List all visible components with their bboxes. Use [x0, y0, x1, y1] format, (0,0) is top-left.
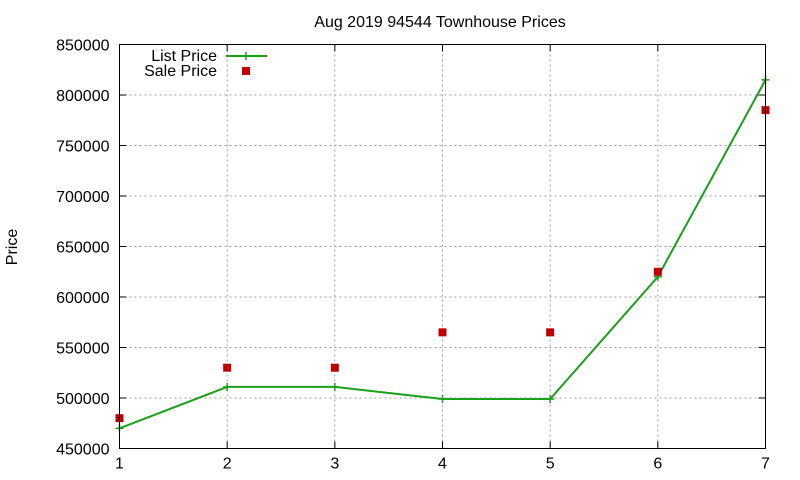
x-tick-label: 2	[223, 456, 232, 473]
y-tick-label: 450000	[56, 442, 109, 459]
data-point-square	[653, 267, 662, 276]
data-point-plus	[223, 382, 232, 391]
x-tick-label: 7	[761, 456, 770, 473]
axis-ticks: 450000 500000 550000 600000 650000 700000 7500…	[56, 38, 770, 473]
data-point-square	[546, 328, 555, 337]
x-tick-label: 3	[330, 456, 339, 473]
data-point-plus	[438, 395, 447, 404]
grid-lines	[119, 44, 766, 449]
legend-marker-plus	[242, 52, 250, 60]
data-point-square	[438, 328, 447, 337]
data-point-plus	[546, 395, 555, 404]
y-axis-label: Price	[4, 229, 21, 266]
y-tick-label: 850000	[56, 38, 109, 55]
data-point-plus	[330, 382, 339, 391]
y-tick-label: 650000	[56, 240, 109, 257]
series-layer	[115, 75, 770, 433]
y-tick-label: 600000	[56, 290, 109, 307]
y-tick-label: 750000	[56, 139, 109, 156]
y-tick-label: 550000	[56, 341, 109, 358]
data-point-square	[223, 363, 232, 372]
x-tick-label: 1	[115, 456, 124, 473]
chart-title: Aug 2019 94544 Townhouse Prices	[314, 14, 565, 31]
y-tick-label: 700000	[56, 189, 109, 206]
series-0	[115, 75, 770, 433]
x-tick-label: 5	[546, 456, 555, 473]
data-point-square	[330, 363, 339, 372]
y-tick-label: 500000	[56, 391, 109, 408]
legend-label: Sale Price	[144, 63, 217, 80]
legend-marker-square	[242, 67, 250, 75]
x-tick-label: 6	[653, 456, 662, 473]
y-tick-label: 800000	[56, 88, 109, 105]
x-tick-label: 4	[438, 456, 447, 473]
legend-label: List Price	[151, 48, 217, 65]
plot-frame	[119, 44, 766, 449]
